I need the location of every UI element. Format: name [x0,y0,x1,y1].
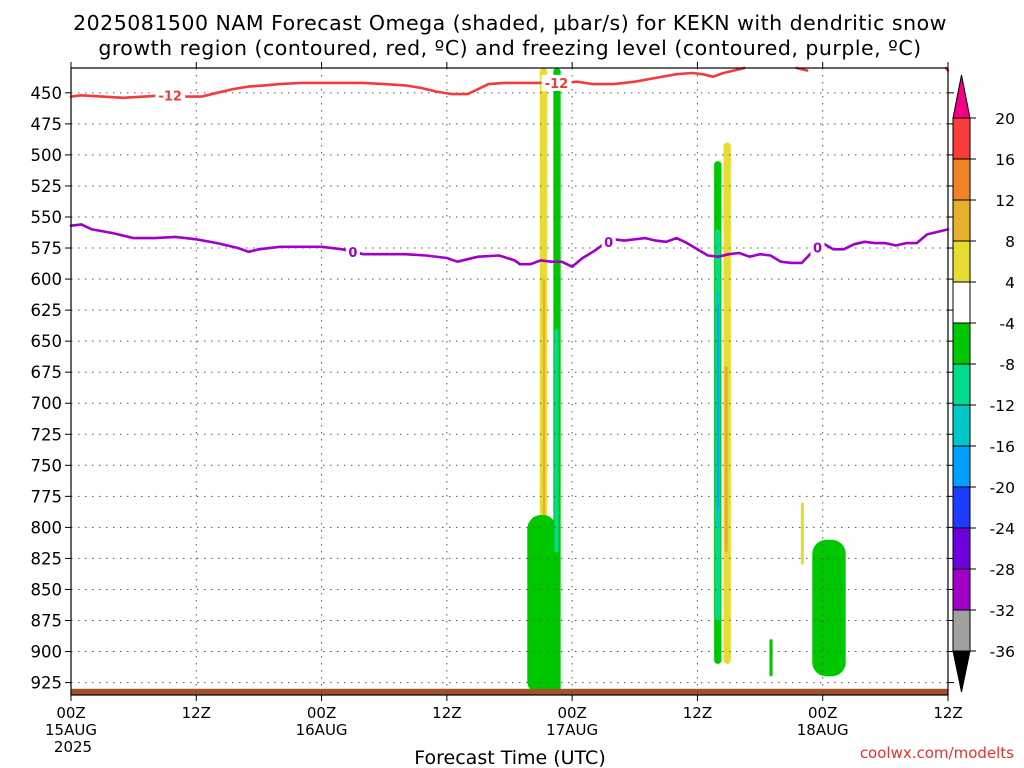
y-tick-label: 900 [31,643,63,662]
y-tick-label: 875 [31,612,63,631]
y-tick-label: 825 [31,549,63,568]
x-tick-label: 12Z [182,704,211,722]
omega-region [812,539,846,677]
contour-label-background [601,233,616,250]
y-tick-label: 775 [31,487,63,506]
omega-region [542,279,545,528]
colorbar: -36 -32 -28 -24 -20 -16 -12 -8 -4 4 8 12 16 20 [952,74,1015,693]
colorbar-segment [952,322,971,365]
y-tick-label: 475 [31,115,63,134]
x-tick-label: 00Z [808,704,837,722]
chart-title-line-2: growth region (contoured, red, ºC) and f… [98,36,921,60]
y-tick-label: 600 [31,270,63,289]
colorbar-tick-label: -24 [990,520,1015,538]
colorbar-tick-label: -4 [1000,315,1015,333]
x-tick-label: 18AUG [797,721,849,739]
colorbar-segment [952,199,971,242]
site-credit: coolwx.com/modelts [860,744,1014,762]
y-tick-label: 725 [31,425,63,444]
x-tick-label: 2025 [54,738,92,756]
colorbar-tick-label: -8 [1000,356,1015,374]
y-tick-label: 800 [31,518,63,537]
plot-background [71,68,948,695]
colorbar-segment [952,117,971,160]
contour-label: 0 [348,246,357,261]
x-tick-label: 00Z [307,704,336,722]
colorbar-tick-label: -28 [990,561,1015,579]
plot-area [71,68,948,695]
colorbar-segment [952,609,971,652]
omega-region [724,365,728,553]
colorbar-segment [952,240,971,283]
contour-label-background [810,239,825,256]
y-tick-label: 700 [31,394,63,413]
colorbar-tick-label: 12 [995,192,1015,210]
omega-region [769,639,773,677]
x-tick-label: 12Z [432,704,461,722]
colorbar-tick-label: 8 [1005,233,1015,251]
temperature-contours: -12 -12 0 0 0 [69,66,950,268]
contour-line [69,223,950,268]
x-tick-label: 00Z [557,704,586,722]
contour-label-background [155,87,186,104]
omega-region [554,328,559,553]
y-tick-label: 525 [31,177,63,196]
colorbar-segment [952,445,971,488]
y-tick-label: 750 [31,456,63,475]
colorbar-tick-label: 4 [1005,274,1015,292]
colorbar-segment [952,281,971,324]
colorbar-segment [952,404,971,447]
omega-region [800,502,804,565]
omega-region [717,303,719,509]
colorbar-segment [952,568,971,611]
y-tick-label: 450 [31,84,63,103]
y-tick-label: 675 [31,363,63,382]
x-tick-label: 00Z [56,704,85,722]
contour-label: -12 [158,90,182,105]
colorbar-tick-label: -36 [990,643,1015,661]
y-tick-label: 500 [31,146,63,165]
colorbar-top-arrow [952,74,971,119]
omega-region [527,514,557,695]
x-tick-label: 15AUG [45,721,97,739]
contour-label: 0 [813,241,822,256]
contour-line [69,66,746,100]
colorbar-tick-label: -32 [990,602,1015,620]
contour-label: -12 [545,77,569,92]
colorbar-segment [952,527,971,570]
x-tick-label: 16AUG [296,721,348,739]
x-tick-label: 17AUG [546,721,598,739]
y-tick-label: 550 [31,208,63,227]
colorbar-segment [952,158,971,201]
colorbar-segment [952,486,971,529]
colorbar-tick-label: -12 [990,397,1015,415]
y-tick-label: 575 [31,239,63,258]
y-tick-label: 925 [31,674,63,693]
axes: 450 475 500 525 550 575 600 625 650 675 700 725 750 7… [31,62,963,756]
y-tick-label: 850 [31,580,63,599]
contour-label-background [541,74,572,91]
plot-frame [70,67,949,696]
colorbar-tick-label: -20 [990,479,1015,497]
x-tick-label: 12Z [933,704,962,722]
colorbar-tick-label: -16 [990,438,1015,456]
colorbar-tick-label: 20 [995,110,1015,128]
x-tick-label: 12Z [683,704,712,722]
contour-label-background [345,243,360,260]
y-tick-label: 650 [31,332,63,351]
colorbar-segment [952,363,971,406]
chart-title-line-1: 2025081500 NAM Forecast Omega (shaded, μ… [73,11,947,35]
contour-label: 0 [604,236,613,251]
x-axis-label: Forecast Time (UTC) [414,747,605,768]
colorbar-tick-label: 16 [995,151,1015,169]
terrain-band [71,688,948,695]
y-tick-label: 625 [31,301,63,320]
colorbar-bottom-arrow [952,650,971,693]
